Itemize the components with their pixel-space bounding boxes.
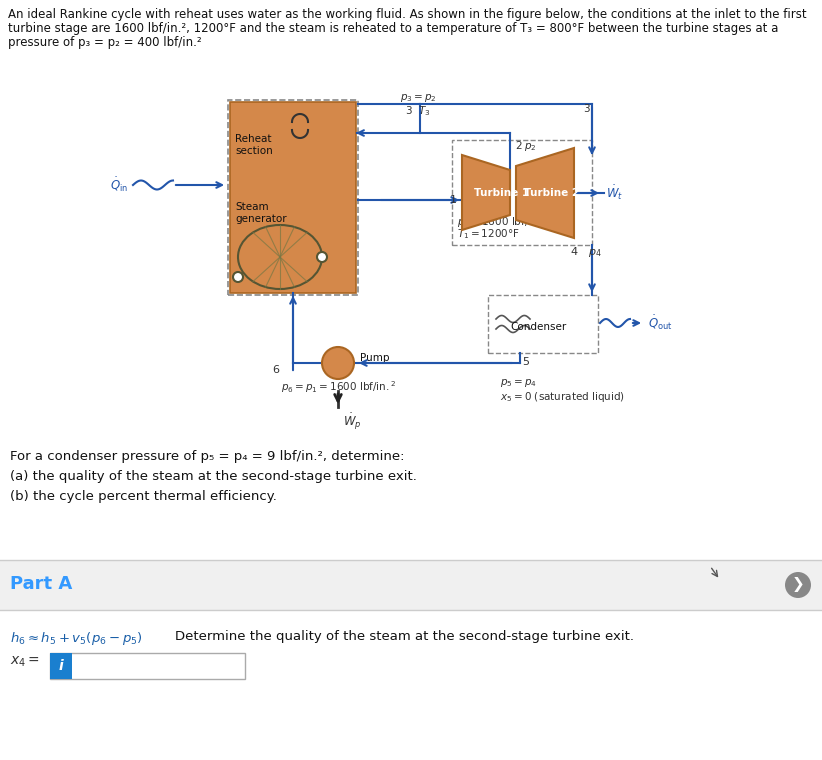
Text: 6: 6 — [272, 365, 279, 375]
Text: Reheat
section: Reheat section — [235, 134, 273, 156]
Text: An ideal Rankine cycle with reheat uses water as the working fluid. As shown in : An ideal Rankine cycle with reheat uses … — [8, 8, 806, 21]
Text: $x_4 =$: $x_4 =$ — [10, 655, 40, 670]
Text: 2: 2 — [515, 141, 522, 151]
Text: (b) the cycle percent thermal efficiency.: (b) the cycle percent thermal efficiency… — [10, 490, 277, 503]
Bar — [230, 102, 356, 293]
Text: For a condenser pressure of p₅ = p₄ = 9 lbf/in.², determine:: For a condenser pressure of p₅ = p₄ = 9 … — [10, 450, 404, 463]
Text: 5: 5 — [522, 357, 529, 367]
Text: $h_6 \approx h_5 + v_5(p_6 - p_5)$: $h_6 \approx h_5 + v_5(p_6 - p_5)$ — [10, 630, 143, 647]
Text: (a) the quality of the steam at the second-stage turbine exit.: (a) the quality of the steam at the seco… — [10, 470, 417, 483]
Text: $p_6 = p_1 = 1600\ \mathrm{lbf/in.}^2$: $p_6 = p_1 = 1600\ \mathrm{lbf/in.}^2$ — [281, 379, 397, 394]
Text: $p_5 = p_4$: $p_5 = p_4$ — [500, 377, 537, 389]
Circle shape — [317, 252, 327, 262]
Bar — [452, 140, 592, 245]
Text: Turbine 1: Turbine 1 — [474, 188, 529, 198]
Bar — [0, 560, 822, 610]
Text: 1: 1 — [450, 195, 457, 205]
Polygon shape — [516, 148, 574, 238]
Text: turbine stage are 1600 lbf/in.², 1200°F and the steam is reheated to a temperatu: turbine stage are 1600 lbf/in.², 1200°F … — [8, 22, 778, 35]
Bar — [50, 653, 245, 679]
Text: $x_5 = 0$ (saturated liquid): $x_5 = 0$ (saturated liquid) — [500, 390, 625, 404]
Text: Determine the quality of the steam at the second-stage turbine exit.: Determine the quality of the steam at th… — [175, 630, 634, 643]
Text: $T_1 = 1200°\mathrm{F}$: $T_1 = 1200°\mathrm{F}$ — [457, 227, 520, 241]
Text: 4: 4 — [570, 247, 578, 257]
Text: pressure of p₃ = p₂ = 400 lbf/in.²: pressure of p₃ = p₂ = 400 lbf/in.² — [8, 36, 201, 49]
Text: Steam
generator: Steam generator — [235, 202, 287, 223]
Text: Condenser: Condenser — [510, 322, 566, 332]
Text: 3  $T_3$: 3 $T_3$ — [405, 104, 431, 118]
Bar — [488, 295, 598, 353]
Text: $\dot{W}_t$: $\dot{W}_t$ — [606, 184, 623, 202]
Text: Turbine 2: Turbine 2 — [524, 188, 580, 198]
Circle shape — [785, 572, 811, 598]
Polygon shape — [462, 155, 510, 230]
Text: $p_3 = p_2$: $p_3 = p_2$ — [400, 92, 436, 104]
Bar — [50, 653, 72, 679]
Text: $\dot{Q}_\mathrm{in}$: $\dot{Q}_\mathrm{in}$ — [110, 176, 128, 195]
Text: i: i — [58, 659, 63, 673]
Text: Part A: Part A — [10, 575, 72, 593]
Text: Pump: Pump — [360, 353, 390, 363]
Text: $p_4$: $p_4$ — [588, 247, 602, 259]
Text: $p_1 = 1600\ \mathrm{lbf/in.}^2$: $p_1 = 1600\ \mathrm{lbf/in.}^2$ — [457, 214, 548, 230]
Circle shape — [322, 347, 354, 379]
Circle shape — [233, 272, 243, 282]
Text: 3: 3 — [584, 104, 590, 114]
Text: $p_2$: $p_2$ — [524, 141, 537, 153]
Text: $\dot{Q}_\mathrm{out}$: $\dot{Q}_\mathrm{out}$ — [648, 314, 672, 332]
Text: ❯: ❯ — [792, 578, 805, 593]
Bar — [228, 100, 358, 295]
Text: $\dot{W}_p$: $\dot{W}_p$ — [343, 412, 362, 432]
